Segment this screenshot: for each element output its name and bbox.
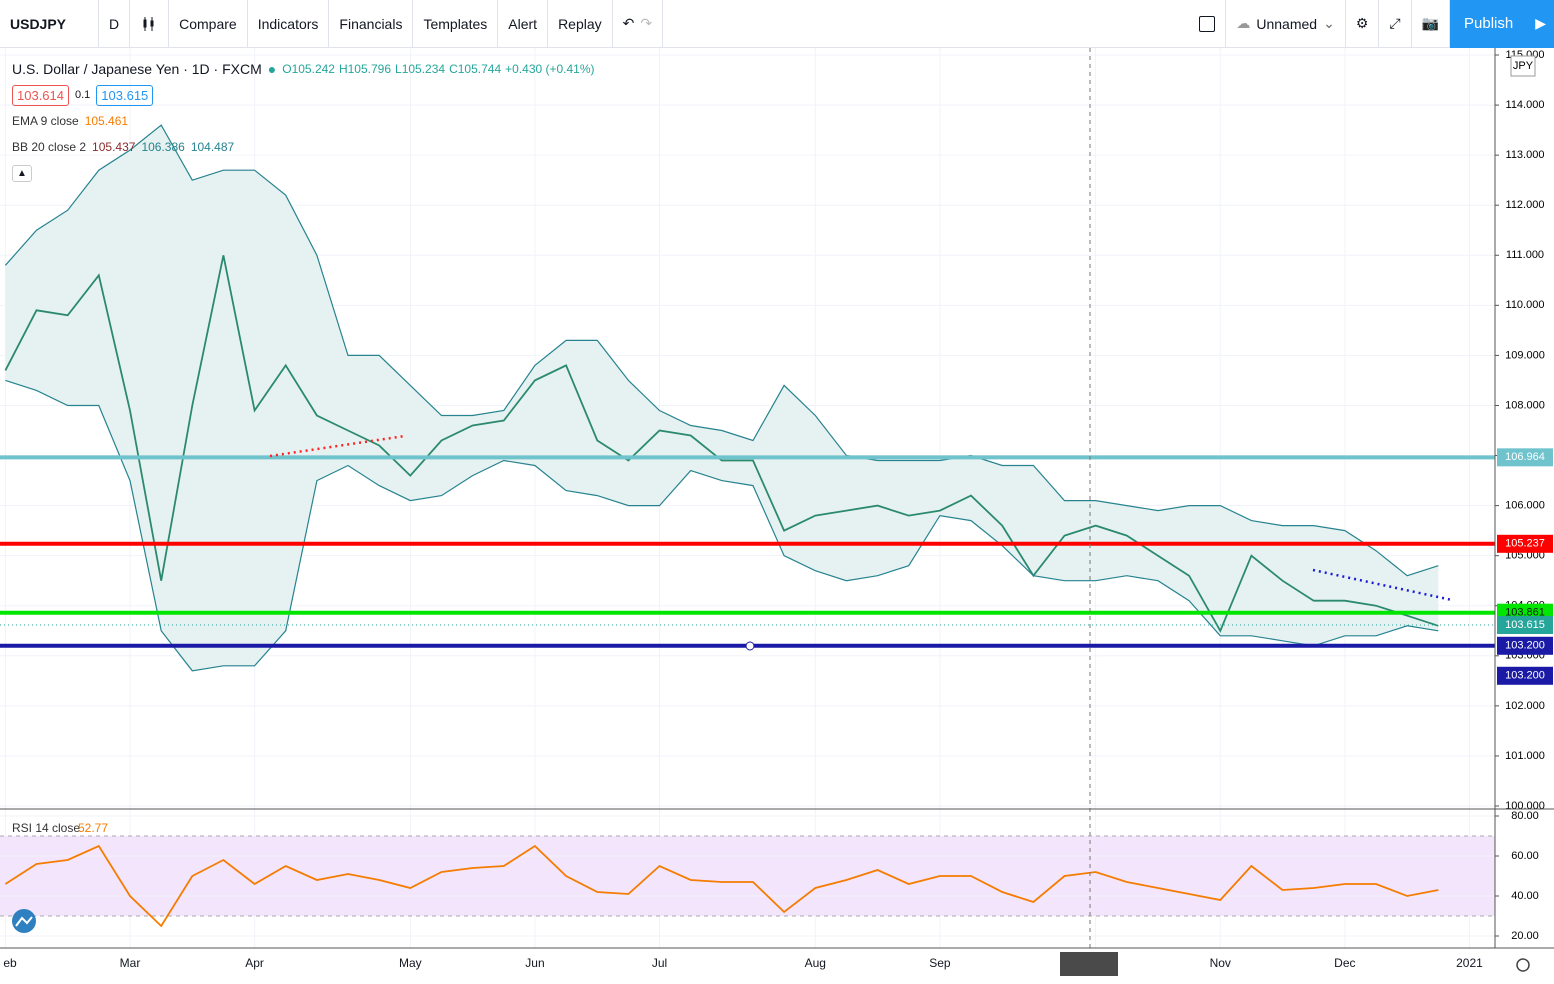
price-tag-label: 103.200 [1505,640,1545,652]
undo[interactable]: ↶ ↷ [613,0,664,48]
multi-layout[interactable] [1189,0,1227,48]
y-tick-label: 113.000 [1506,149,1545,161]
collapse-button[interactable]: ▲ [12,164,32,182]
legend: U.S. Dollar / Japanese Yen · 1D · FXCM ●… [12,56,595,186]
y-tick-label: 114.000 [1506,99,1545,111]
ohlc-value: H105.796 [338,62,392,76]
x-tick-label: May [399,956,422,970]
price-tag [1497,666,1553,685]
pane-title: RSI 14 close [12,821,80,835]
price-tag [1497,448,1553,467]
y-tick-label: 108.000 [1505,399,1545,411]
ohlc-value: C105.744 [449,62,502,76]
symbol[interactable]: USDJPY [0,0,99,48]
x-tick-label: Mar [120,956,141,970]
y-tick-label: 20.00 [1511,930,1539,942]
indicator-row: BB 20 close 2 105.437 106.386 104.487 [12,134,595,160]
buy-price[interactable]: 103.615 [96,84,154,106]
tv-logo[interactable] [12,909,36,933]
indicator-row: EMA 9 close 105.461 [12,108,595,134]
x-tick-label: Jun [525,956,544,970]
y-tick-label: 111.000 [1506,249,1544,261]
series-line [4,255,1439,633]
band-line [4,124,1439,577]
price-tag-label: 103.861 [1505,607,1545,619]
pane-value: 52.77 [78,821,108,835]
x-tick-label: Sep [929,956,951,970]
toolbar-button[interactable]: Financials [329,0,414,48]
chart-style[interactable] [130,0,170,48]
x-tick-label: Dec [1334,956,1355,970]
x-tick-label: 2021 [1456,956,1483,970]
indicator-value: 104.487 [190,140,235,154]
price-tag-label: 105.237 [1505,538,1545,550]
indicator-value: 105.461 [84,114,129,128]
status-dot: ● [267,61,277,77]
series-line [4,844,1439,928]
line-handle[interactable] [745,641,755,651]
ohlc-value: O105.242 [282,62,335,76]
settings[interactable]: ⚙ [1346,0,1380,48]
price-tag [1497,616,1553,635]
sell-price[interactable]: 103.614 [12,84,69,106]
toolbar-button[interactable]: Alert [498,0,549,48]
publish-menu[interactable]: ▶ [1527,0,1554,48]
indicator-name: EMA 9 close [12,114,79,128]
x-tick-label: Jul [652,956,667,970]
layout-name: Unnamed [1256,15,1318,32]
x-tick-label: Nov [1210,956,1231,970]
toolbar-button[interactable]: Compare [169,0,248,48]
price-tag-label: 103.615 [1505,619,1545,631]
bollinger-fill [5,125,1439,671]
y-tick-label: 109.000 [1505,349,1545,361]
rsi-band [0,836,1495,916]
toolbar-button[interactable]: Indicators [248,0,330,48]
y-tick-label: 102.000 [1505,700,1545,712]
y-tick-label: 60.00 [1511,850,1539,862]
toolbar-button[interactable]: Replay [548,0,613,48]
crosshair-time-box [1060,952,1118,976]
toolbar-button[interactable]: Templates [413,0,499,48]
indicator-name: BB 20 close 2 [12,140,87,154]
y-tick-label: 112.000 [1506,199,1545,211]
x-tick-label: Aug [805,956,826,970]
spread: 0.1 [75,89,91,101]
y-tick-label: 40.00 [1511,890,1539,902]
symbol-title: U.S. Dollar / Japanese Yen · 1D · FXCM [12,61,262,77]
y-tick-label: 110.000 [1506,299,1545,311]
ohlc-value: +0.430 (+0.41%) [505,62,595,76]
fullscreen[interactable]: ⤢ [1379,0,1412,48]
snapshot[interactable]: 📷 [1412,0,1451,48]
x-tick-label: Apr [245,956,264,970]
indicator-value: 105.437 [92,140,136,154]
y-tick-label: 106.000 [1505,500,1545,512]
price-tag [1497,534,1553,553]
x-tick-label: eb [3,956,17,970]
currency: JPY [1513,60,1534,72]
indicator-value: 106.386 [141,140,185,154]
ohlc-value: L105.234 [395,62,446,76]
price-tag [1497,636,1553,655]
settings-icon[interactable] [1516,958,1530,972]
publish-button[interactable]: Publish [1450,0,1528,48]
y-tick-label: 101.000 [1505,750,1545,762]
interval[interactable]: D [99,0,131,48]
layout[interactable]: ☁ Unnamed ⌄ [1226,0,1346,48]
y-tick-label: 80.00 [1511,810,1539,822]
price-tag-label: 103.200 [1505,670,1545,682]
price-tag-label: 106.964 [1505,451,1545,463]
toolbar: USDJPY D Compare Indicators Financials Temp… [0,0,1554,48]
currency-box[interactable] [1510,55,1536,77]
